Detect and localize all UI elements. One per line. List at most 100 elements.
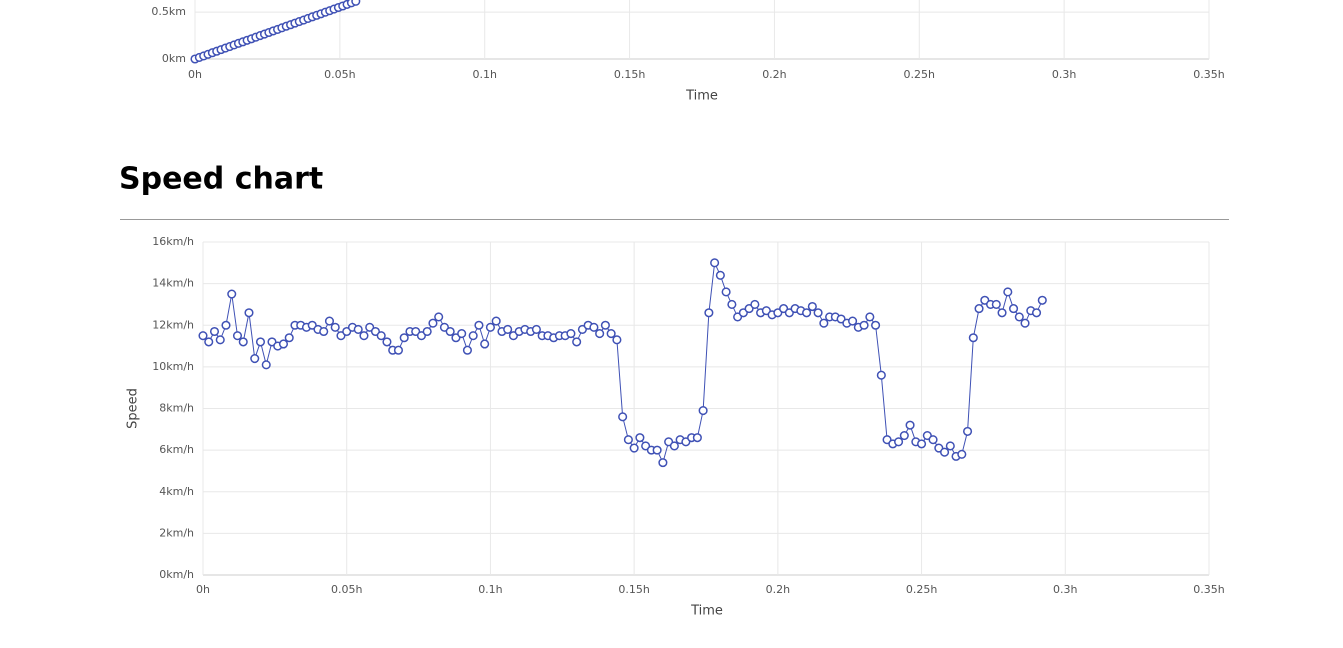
y-tick-label: 12km/h [152, 318, 194, 331]
point [353, 324, 363, 334]
chart-title: Speed chart [119, 162, 323, 197]
point [204, 337, 214, 347]
point [692, 433, 702, 443]
point [1037, 295, 1047, 305]
point [595, 329, 605, 339]
point [376, 331, 386, 341]
point [612, 335, 622, 345]
x-axis-title: Time [685, 89, 718, 104]
point [359, 331, 369, 341]
point [250, 354, 260, 364]
line [202, 260, 1043, 465]
point [468, 331, 478, 341]
point [215, 335, 225, 345]
y-tick-label: 0km/h [159, 568, 194, 581]
point [623, 435, 633, 445]
point [997, 308, 1007, 318]
point [606, 329, 616, 339]
point [698, 406, 708, 416]
point [445, 326, 455, 337]
x-tick-label: 0.3h [1053, 583, 1077, 596]
point [209, 326, 220, 337]
x-tick-label: 0.2h [762, 68, 786, 81]
point [848, 316, 858, 326]
point [422, 326, 432, 337]
point [491, 316, 501, 326]
point [963, 426, 973, 436]
point [232, 331, 243, 341]
point [324, 316, 335, 326]
point [566, 329, 576, 339]
x-tick-label: 0.35h [1193, 583, 1224, 596]
point [819, 318, 829, 328]
x-axis-title: Time [690, 604, 723, 619]
x-tick-label: 0.05h [324, 68, 355, 81]
x-tick-label: 0.05h [331, 583, 362, 596]
y-tick-label: 2km/h [159, 526, 194, 539]
point [198, 331, 208, 341]
point [905, 420, 915, 430]
x-tick-label: 0h [196, 583, 210, 596]
y-tick-label: 0.5km [151, 5, 186, 18]
point [991, 299, 1001, 309]
point [434, 312, 444, 322]
point [859, 320, 869, 330]
point [940, 447, 950, 457]
point [917, 439, 927, 449]
point [721, 287, 731, 297]
point [629, 443, 639, 453]
point [1031, 308, 1042, 318]
point [894, 437, 904, 447]
point [393, 345, 404, 355]
x-tick-label: 0.3h [1052, 68, 1076, 81]
point [899, 431, 909, 441]
point [635, 433, 645, 443]
point [278, 339, 289, 349]
x-tick-label: 0.15h [614, 68, 645, 81]
point [865, 312, 875, 322]
point [871, 320, 881, 330]
point [928, 435, 938, 445]
point [238, 337, 248, 347]
point [715, 270, 725, 280]
point [330, 322, 340, 332]
x-tick-label: 0.15h [618, 583, 649, 596]
point [351, 0, 361, 6]
point [618, 412, 628, 422]
point [710, 258, 720, 268]
y-tick-label: 6km/h [159, 443, 194, 456]
y-tick-label: 8km/h [159, 402, 194, 415]
point [974, 304, 984, 314]
point [750, 299, 760, 309]
x-tick-label: 0.25h [904, 68, 935, 81]
point [485, 322, 495, 332]
point [572, 337, 582, 347]
point [876, 370, 886, 380]
point [704, 308, 714, 318]
x-tick-label: 0.25h [906, 583, 937, 596]
point [669, 441, 679, 451]
point [1014, 312, 1024, 322]
x-tick-label: 0.35h [1193, 68, 1224, 81]
point [261, 360, 271, 370]
point [221, 320, 231, 330]
point [457, 329, 467, 339]
point [802, 308, 812, 318]
x-tick-label: 0.1h [478, 583, 502, 596]
point [957, 449, 967, 459]
point [968, 333, 978, 343]
point [503, 324, 513, 334]
point [399, 333, 409, 343]
y-tick-label: 14km/h [152, 277, 194, 290]
x-tick-label: 0.1h [472, 68, 496, 81]
point [1020, 318, 1030, 328]
x-tick-label: 0.2h [766, 583, 790, 596]
y-tick-label: 16km/h [152, 235, 194, 248]
point [428, 318, 438, 328]
point [462, 345, 472, 355]
point [652, 445, 662, 455]
point [474, 320, 484, 330]
x-tick-label: 0h [188, 68, 202, 81]
